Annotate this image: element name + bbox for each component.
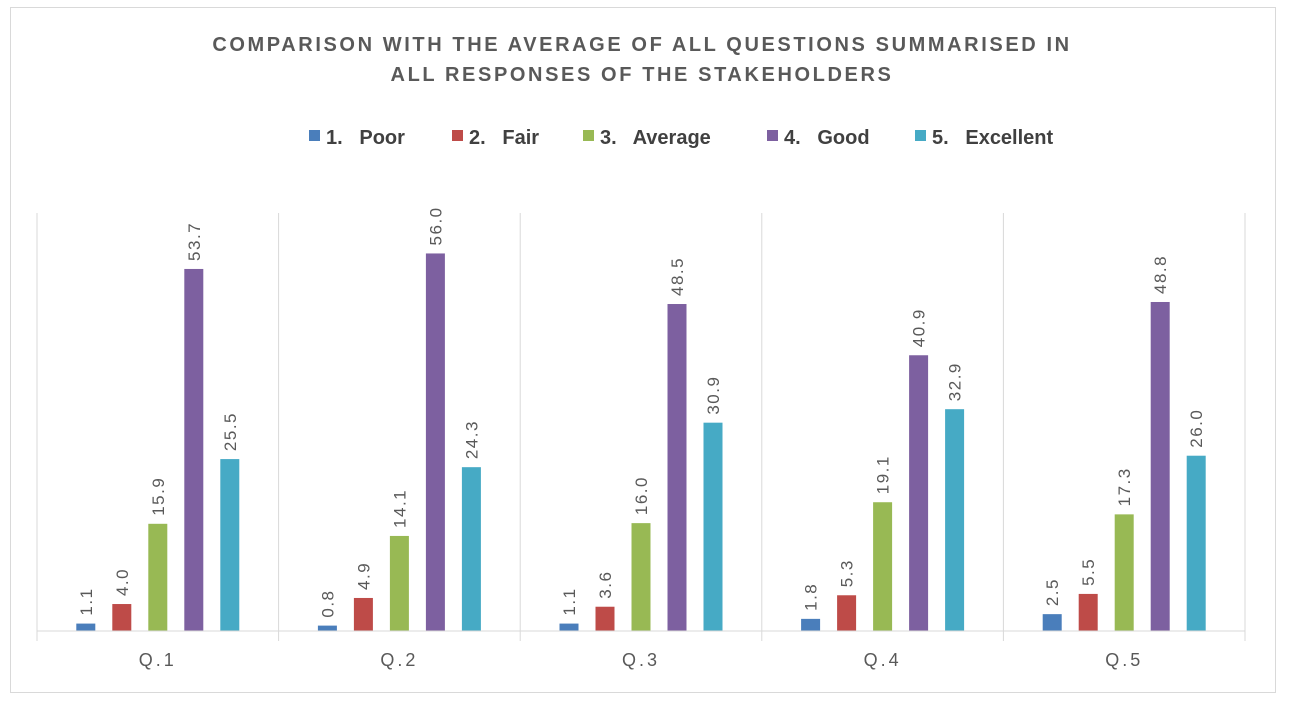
legend-item-4: 4. Good bbox=[767, 127, 870, 149]
data-label-Q1-series-2: 4.0 bbox=[113, 568, 132, 596]
data-label-Q4-series-2: 5.3 bbox=[838, 559, 857, 587]
legend-swatch-1 bbox=[309, 130, 320, 141]
data-label-Q2-series-1: 0.8 bbox=[318, 589, 337, 617]
bar-Q3-series-2 bbox=[595, 606, 615, 631]
legend-label-4: 4. Good bbox=[784, 127, 870, 149]
category-label-Q5: Q.5 bbox=[1105, 650, 1143, 670]
bar-Q1-series-3 bbox=[148, 523, 168, 631]
data-label-Q1-series-5: 25.5 bbox=[221, 412, 240, 451]
bar-Q1-series-4 bbox=[184, 268, 204, 631]
bar-Q3-series-1 bbox=[559, 623, 579, 631]
bar-Q3-series-4 bbox=[667, 304, 687, 631]
chart-title-line-2: ALL RESPONSES OF THE STAKEHOLDERS bbox=[391, 64, 894, 86]
category-label-Q1: Q.1 bbox=[139, 650, 177, 670]
data-label-Q4-series-1: 1.8 bbox=[802, 583, 821, 611]
bar-Q3-series-3 bbox=[631, 523, 651, 631]
bar-Q4-series-5 bbox=[945, 409, 965, 631]
data-label-Q3-series-2: 3.6 bbox=[596, 571, 615, 599]
legend-swatch-2 bbox=[452, 130, 463, 141]
bar-Q3-series-5 bbox=[703, 422, 723, 631]
bars bbox=[76, 253, 1206, 632]
data-label-Q5-series-1: 2.5 bbox=[1043, 578, 1062, 606]
data-label-Q3-series-3: 16.0 bbox=[632, 476, 651, 515]
category-dividers bbox=[36, 213, 1246, 641]
legend-item-1: 1. Poor bbox=[309, 127, 405, 149]
legend-item-3: 3. Average bbox=[583, 127, 711, 149]
data-label-Q3-series-4: 48.5 bbox=[668, 257, 687, 296]
data-label-Q5-series-2: 5.5 bbox=[1079, 558, 1098, 586]
legend-label-5: 5. Excellent bbox=[932, 127, 1054, 149]
data-label-Q2-series-3: 14.1 bbox=[390, 489, 409, 528]
bar-Q1-series-2 bbox=[112, 604, 132, 631]
category-labels: Q.1 Q.2 Q.3 Q.4 Q.5 bbox=[139, 650, 1143, 670]
legend-label-3: 3. Average bbox=[600, 127, 711, 149]
bar-Q5-series-2 bbox=[1078, 593, 1098, 631]
bar-Q4-series-3 bbox=[873, 502, 893, 631]
category-label-Q4: Q.4 bbox=[864, 650, 902, 670]
data-labels: 1.1 4.0 15.9 53.7 25.5 0.8 4.9 14.1 56.0 24.3 1.1 3… bbox=[77, 206, 1206, 617]
legend-label-2: 2. Fair bbox=[469, 127, 539, 149]
bar-Q4-series-2 bbox=[837, 595, 857, 631]
data-label-Q5-series-3: 17.3 bbox=[1115, 467, 1134, 506]
bar-Q2-series-5 bbox=[461, 467, 481, 631]
data-label-Q2-series-4: 56.0 bbox=[426, 206, 445, 245]
bar-Q5-series-4 bbox=[1150, 301, 1170, 631]
data-label-Q2-series-2: 4.9 bbox=[354, 562, 373, 590]
bar-Q2-series-4 bbox=[425, 253, 445, 632]
data-label-Q5-series-4: 48.8 bbox=[1151, 255, 1170, 294]
legend-item-2: 2. Fair bbox=[452, 127, 539, 149]
data-label-Q1-series-4: 53.7 bbox=[185, 222, 204, 261]
data-label-Q4-series-4: 40.9 bbox=[910, 308, 929, 347]
chart-title-line-1: COMPARISON WITH THE AVERAGE OF ALL QUEST… bbox=[212, 34, 1071, 56]
data-label-Q3-series-1: 1.1 bbox=[560, 587, 579, 615]
data-label-Q3-series-5: 30.9 bbox=[704, 376, 723, 415]
bar-Q2-series-2 bbox=[353, 597, 373, 631]
data-label-Q1-series-3: 15.9 bbox=[149, 477, 168, 516]
bar-Q1-series-5 bbox=[220, 459, 240, 631]
category-label-Q3: Q.3 bbox=[622, 650, 660, 670]
legend-swatch-5 bbox=[915, 130, 926, 141]
bar-Q4-series-4 bbox=[909, 355, 929, 631]
category-label-Q2: Q.2 bbox=[380, 650, 418, 670]
data-label-Q5-series-5: 26.0 bbox=[1187, 409, 1206, 448]
bar-Q1-series-1 bbox=[76, 623, 96, 631]
data-label-Q2-series-5: 24.3 bbox=[462, 420, 481, 459]
legend-swatch-3 bbox=[583, 130, 594, 141]
legend-swatch-4 bbox=[767, 130, 778, 141]
data-label-Q1-series-1: 1.1 bbox=[77, 587, 96, 615]
data-label-Q4-series-5: 32.9 bbox=[946, 362, 965, 401]
bar-Q4-series-1 bbox=[801, 618, 821, 631]
bar-Q5-series-1 bbox=[1042, 614, 1062, 631]
bar-Q5-series-3 bbox=[1114, 514, 1134, 631]
legend: 1. Poor 2. Fair 3. Average 4. Good 5. Excell… bbox=[309, 127, 1054, 149]
bar-Q2-series-1 bbox=[317, 625, 337, 631]
legend-item-5: 5. Excellent bbox=[915, 127, 1054, 149]
bar-Q5-series-5 bbox=[1186, 455, 1206, 631]
legend-label-1: 1. Poor bbox=[326, 127, 405, 149]
data-label-Q4-series-3: 19.1 bbox=[874, 455, 893, 494]
bar-Q2-series-3 bbox=[389, 535, 409, 631]
